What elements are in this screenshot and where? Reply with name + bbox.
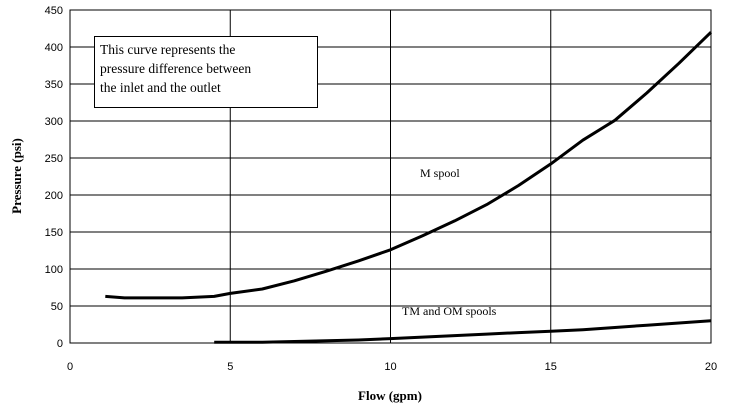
data-series [105,31,713,344]
series-line-m-spool [105,31,713,300]
y-tick-label: 400 [45,42,63,54]
x-tick-labels: 0 5 10 15 20 [67,361,717,373]
series-line-tm-om-spools [214,319,712,344]
annotation-line: This curve represents the [100,42,236,57]
y-axis-title: Pressure (psi) [9,138,24,214]
annotation-box: This curve represents the pressure diffe… [94,36,318,108]
y-tick-label: 300 [45,116,63,128]
y-tick-label: 200 [45,190,63,202]
y-tick-label: 100 [45,264,63,276]
y-tick-label: 450 [45,5,63,17]
x-tick-label: 5 [227,361,233,373]
y-tick-label: 150 [45,227,63,239]
y-tick-label: 350 [45,79,63,91]
x-axis-title: Flow (gpm) [358,388,422,403]
x-tick-label: 15 [545,361,557,373]
annotation-line: pressure difference between [100,61,252,76]
series-label-tm-om-spools: TM and OM spools [402,304,497,318]
x-tick-label: 20 [705,361,717,373]
x-tick-label: 0 [67,361,73,373]
x-tick-label: 10 [384,361,396,373]
y-tick-label: 250 [45,153,63,165]
y-tick-label: 50 [51,301,63,313]
series-label-m-spool: M spool [420,166,460,180]
y-tick-label: 0 [57,338,63,350]
annotation-line: the inlet and the outlet [100,80,221,95]
y-tick-labels: 0 50 100 150 200 250 300 350 400 450 [45,5,63,350]
